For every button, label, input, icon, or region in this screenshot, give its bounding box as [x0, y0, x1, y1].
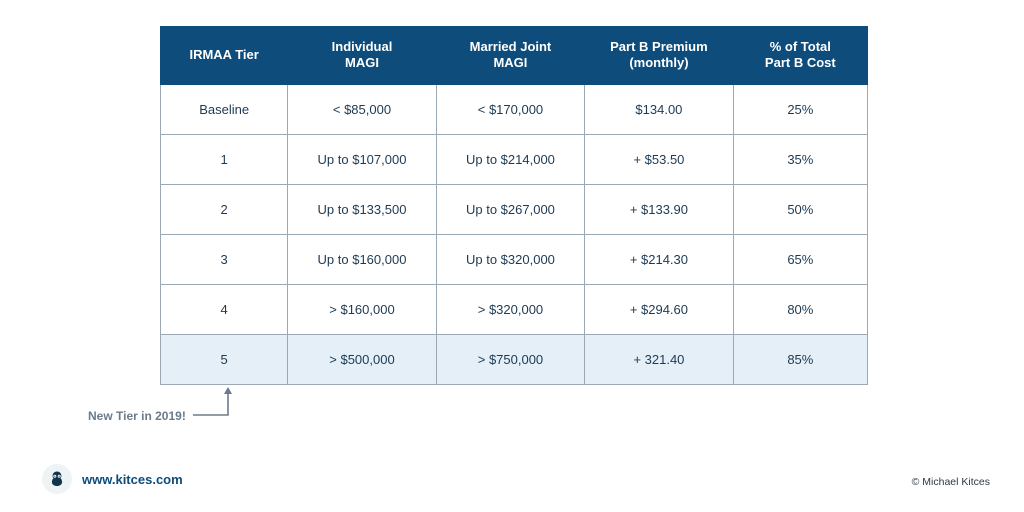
table-cell: Up to $267,000 — [436, 184, 584, 234]
table-cell: 85% — [733, 334, 867, 384]
table-cell: Up to $214,000 — [436, 134, 584, 184]
table-cell: > $160,000 — [288, 284, 436, 334]
table-cell: > $750,000 — [436, 334, 584, 384]
table-cell: + $53.50 — [585, 134, 733, 184]
table-body: Baseline< $85,000< $170,000$134.0025%1Up… — [161, 84, 868, 384]
table-cell: 3 — [161, 234, 288, 284]
table-cell: + 321.40 — [585, 334, 733, 384]
table-cell: 80% — [733, 284, 867, 334]
table-column-header: Part B Premium(monthly) — [585, 27, 733, 85]
table-cell: < $85,000 — [288, 84, 436, 134]
table-cell: Up to $107,000 — [288, 134, 436, 184]
table-cell: + $133.90 — [585, 184, 733, 234]
table-cell: > $320,000 — [436, 284, 584, 334]
irmaa-table: IRMAA TierIndividualMAGIMarried JointMAG… — [160, 26, 868, 385]
table-row: 1Up to $107,000Up to $214,000+ $53.5035% — [161, 134, 868, 184]
table-column-header: IRMAA Tier — [161, 27, 288, 85]
brand-url[interactable]: www.kitces.com — [82, 472, 183, 487]
table-cell: 50% — [733, 184, 867, 234]
table-header-row: IRMAA TierIndividualMAGIMarried JointMAG… — [161, 27, 868, 85]
table-cell: 25% — [733, 84, 867, 134]
brand: www.kitces.com — [42, 464, 183, 494]
table-cell: 2 — [161, 184, 288, 234]
table-row: 2Up to $133,500Up to $267,000+ $133.9050… — [161, 184, 868, 234]
copyright-text: © Michael Kitces — [912, 476, 990, 488]
table-cell: + $294.60 — [585, 284, 733, 334]
new-tier-callout: New Tier in 2019! — [88, 387, 288, 427]
table-cell: > $500,000 — [288, 334, 436, 384]
table-column-header: Married JointMAGI — [436, 27, 584, 85]
table-cell: 4 — [161, 284, 288, 334]
table-cell: Up to $160,000 — [288, 234, 436, 284]
table-cell: $134.00 — [585, 84, 733, 134]
table-cell: Baseline — [161, 84, 288, 134]
footer: www.kitces.com © Michael Kitces — [0, 462, 1024, 494]
table-column-header: % of TotalPart B Cost — [733, 27, 867, 85]
table-row: 3Up to $160,000Up to $320,000+ $214.3065… — [161, 234, 868, 284]
callout-label: New Tier in 2019! — [88, 409, 186, 423]
table-column-header: IndividualMAGI — [288, 27, 436, 85]
table-row: 5> $500,000> $750,000+ 321.4085% — [161, 334, 868, 384]
table-row: 4> $160,000> $320,000+ $294.6080% — [161, 284, 868, 334]
table-cell: 35% — [733, 134, 867, 184]
irmaa-table-container: IRMAA TierIndividualMAGIMarried JointMAG… — [160, 26, 868, 385]
table-cell: 5 — [161, 334, 288, 384]
table-cell: + $214.30 — [585, 234, 733, 284]
table-cell: 65% — [733, 234, 867, 284]
table-cell: Up to $133,500 — [288, 184, 436, 234]
table-cell: Up to $320,000 — [436, 234, 584, 284]
table-cell: 1 — [161, 134, 288, 184]
author-avatar-icon — [42, 464, 72, 494]
table-cell: < $170,000 — [436, 84, 584, 134]
table-row: Baseline< $85,000< $170,000$134.0025% — [161, 84, 868, 134]
